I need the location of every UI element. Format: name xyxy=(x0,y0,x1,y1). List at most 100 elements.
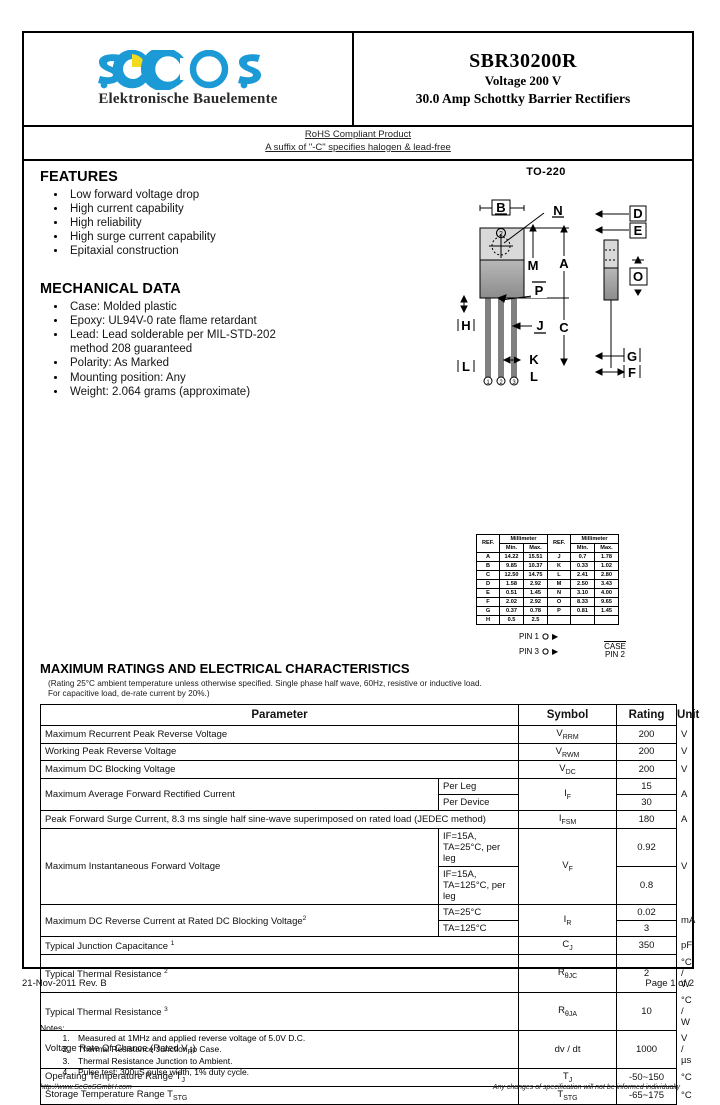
dim-ref: J xyxy=(547,551,571,562)
feature-item: Epitaxial construction xyxy=(40,244,340,258)
dim-row: E 0.51 1.45 N 3.10 4.00 xyxy=(476,587,619,598)
dim-ref: L xyxy=(547,569,571,580)
dim-max: 1.02 xyxy=(594,560,619,571)
rohs-line-1: RoHS Compliant Product xyxy=(304,129,412,140)
svg-text:B: B xyxy=(496,200,505,215)
case-label: CASE xyxy=(604,641,626,651)
row-parameter: Working Peak Reverse Voltage xyxy=(39,742,520,762)
case-pin-note: CASE PIN 2 xyxy=(604,640,626,660)
dim-max: 15.51 xyxy=(523,551,548,562)
row-rating: 350 xyxy=(616,936,678,956)
dim-ref: D xyxy=(476,578,500,589)
company-logo: Elektronische Bauelemente xyxy=(96,50,281,108)
secos-logo-icon xyxy=(97,50,261,90)
dim-max xyxy=(594,614,619,625)
note-item: Measured at 1MHz and applied reverse vol… xyxy=(72,1033,680,1045)
row-parameter-note-ref: 2 xyxy=(164,967,168,975)
logo-cell: Elektronische Bauelemente xyxy=(24,33,354,125)
row-parameter: Maximum DC Reverse Current at Rated DC B… xyxy=(40,904,439,938)
datasheet-page: Elektronische Bauelemente SBR30200R Volt… xyxy=(22,31,699,1105)
mechanical-section: MECHANICAL DATA Case: Molded plastic Epo… xyxy=(40,281,340,399)
dim-min xyxy=(570,614,595,625)
dim-max: 2.92 xyxy=(523,578,548,589)
part-number: SBR30200R xyxy=(469,50,577,73)
table-row: Maximum Average Forward Rectified Curren… xyxy=(40,778,687,812)
company-url[interactable]: http://www.SeCoSGmbH.com xyxy=(40,1083,132,1091)
col-rating: Rating xyxy=(616,703,678,726)
dim-min: 2.50 xyxy=(570,578,595,589)
dim-min: 2.02 xyxy=(499,596,524,607)
row-rating: 3 xyxy=(616,920,678,938)
package-title: TO-220 xyxy=(526,165,566,178)
note-item: Thermal Resistance Junction to Case. xyxy=(72,1044,680,1056)
row-parameter: Maximum DC Blocking Voltage xyxy=(39,760,520,780)
svg-text:G: G xyxy=(627,349,637,364)
row-rating: 200 xyxy=(616,742,678,762)
dim-header-ref-2: REF. xyxy=(547,533,571,553)
row-symbol: VF xyxy=(518,828,618,906)
arrow-right-icon: ▶ xyxy=(552,631,559,641)
row-condition: IF=15A, TA=25°C, per leg xyxy=(437,828,520,868)
dim-max: 10.37 xyxy=(523,560,548,571)
svg-text:1: 1 xyxy=(486,380,490,386)
table-row: Maximum DC Reverse Current at Rated DC B… xyxy=(40,904,695,938)
row-symbol: VRRM xyxy=(518,724,618,744)
table-row: Maximum Recurrent Peak Reverse Voltage V… xyxy=(39,724,687,744)
package-dimensions-table: REF. Millimeter REF. Millimeter Min. Max… xyxy=(476,533,619,625)
dim-min: 0.5 xyxy=(499,614,524,625)
dim-ref: C xyxy=(476,569,500,580)
dim-header-ref: REF. xyxy=(476,533,500,553)
row-rating: 0.8 xyxy=(616,866,678,906)
case-underline xyxy=(604,640,626,642)
dim-ref: N xyxy=(547,587,571,598)
ratings-conditions: (Rating 25°C ambient temperature unless … xyxy=(48,679,680,700)
mechanical-list: Case: Molded plastic Epoxy: UL94V-0 rate… xyxy=(40,300,340,399)
row-parameter-text: Typical Thermal Resistance xyxy=(45,968,162,980)
dim-min: 0.7 xyxy=(570,551,595,562)
to220-outline-drawing: B 2 xyxy=(457,199,648,386)
mechanical-item: Case: Molded plastic xyxy=(40,300,340,314)
dim-ref: H xyxy=(476,614,500,625)
table-row: Maximum DC Blocking Voltage VDC 200 V xyxy=(39,760,687,780)
dim-header-row-1: REF. Millimeter REF. Millimeter xyxy=(476,533,619,553)
page-footer: 21-Nov-2011 Rev. B Page 1 of 2 xyxy=(22,978,694,989)
notes-list: Measured at 1MHz and applied reverse vol… xyxy=(40,1033,680,1079)
row-parameter-text: Typical Junction Capacitance xyxy=(45,940,169,952)
row-parameter: Peak Forward Surge Current, 8.3 ms singl… xyxy=(39,810,520,830)
row-rating: 200 xyxy=(616,724,678,744)
row-condition: Per Leg xyxy=(437,778,520,796)
dim-header-min: Min. xyxy=(499,542,524,553)
table-row: Typical Junction Capacitance 1 CJ 350 pF xyxy=(39,936,692,956)
svg-text:3: 3 xyxy=(512,380,516,386)
dim-ref: E xyxy=(476,587,500,598)
row-parameter-note-ref: 3 xyxy=(164,1005,168,1013)
table-row: Working Peak Reverse Voltage VRWM 200 V xyxy=(39,742,687,762)
table-row: IF=15A, TA=125°C, per leg 0.8 xyxy=(41,866,678,906)
dim-ref xyxy=(547,614,571,625)
note-item: Thermal Resistance Junction to Ambient. xyxy=(72,1056,680,1068)
package-drawing: TO-220 B xyxy=(444,166,676,398)
dim-min: 9.85 xyxy=(499,560,524,571)
dim-min: 0.51 xyxy=(499,587,524,598)
dim-header-min-2: Min. xyxy=(570,542,595,553)
row-condition: TA=125°C xyxy=(437,920,520,938)
dim-max: 14.75 xyxy=(523,569,548,580)
row-condition: IF=15A, TA=125°C, per leg xyxy=(437,866,520,906)
dim-ref: M xyxy=(547,578,571,589)
row-symbol: IFSM xyxy=(518,810,618,830)
pin-circle-icon xyxy=(542,648,549,655)
row-parameter-text: Maximum DC Reverse Current at Rated DC B… xyxy=(45,915,303,927)
dim-max: 2.92 xyxy=(523,596,548,607)
features-title: FEATURES xyxy=(40,168,118,185)
mechanical-item: Lead: Lead solderable per MIL-STD-202 xyxy=(40,328,340,342)
dim-row: A 14.22 15.51 J 0.7 1.78 xyxy=(476,551,619,562)
table-row: Maximum Instantaneous Forward Voltage IF… xyxy=(40,828,687,906)
svg-text:M: M xyxy=(528,258,539,273)
row-parameter-note-ref: 2 xyxy=(302,914,307,922)
mechanical-item: Epoxy: UL94V-0 rate flame retardant xyxy=(40,314,340,328)
dim-min: 3.10 xyxy=(570,587,595,598)
row-symbol: RθJC xyxy=(518,954,618,994)
dim-max: 0.78 xyxy=(523,605,548,616)
mechanical-title: MECHANICAL DATA xyxy=(40,280,181,297)
pin-3-label: PIN 3 xyxy=(519,646,540,656)
